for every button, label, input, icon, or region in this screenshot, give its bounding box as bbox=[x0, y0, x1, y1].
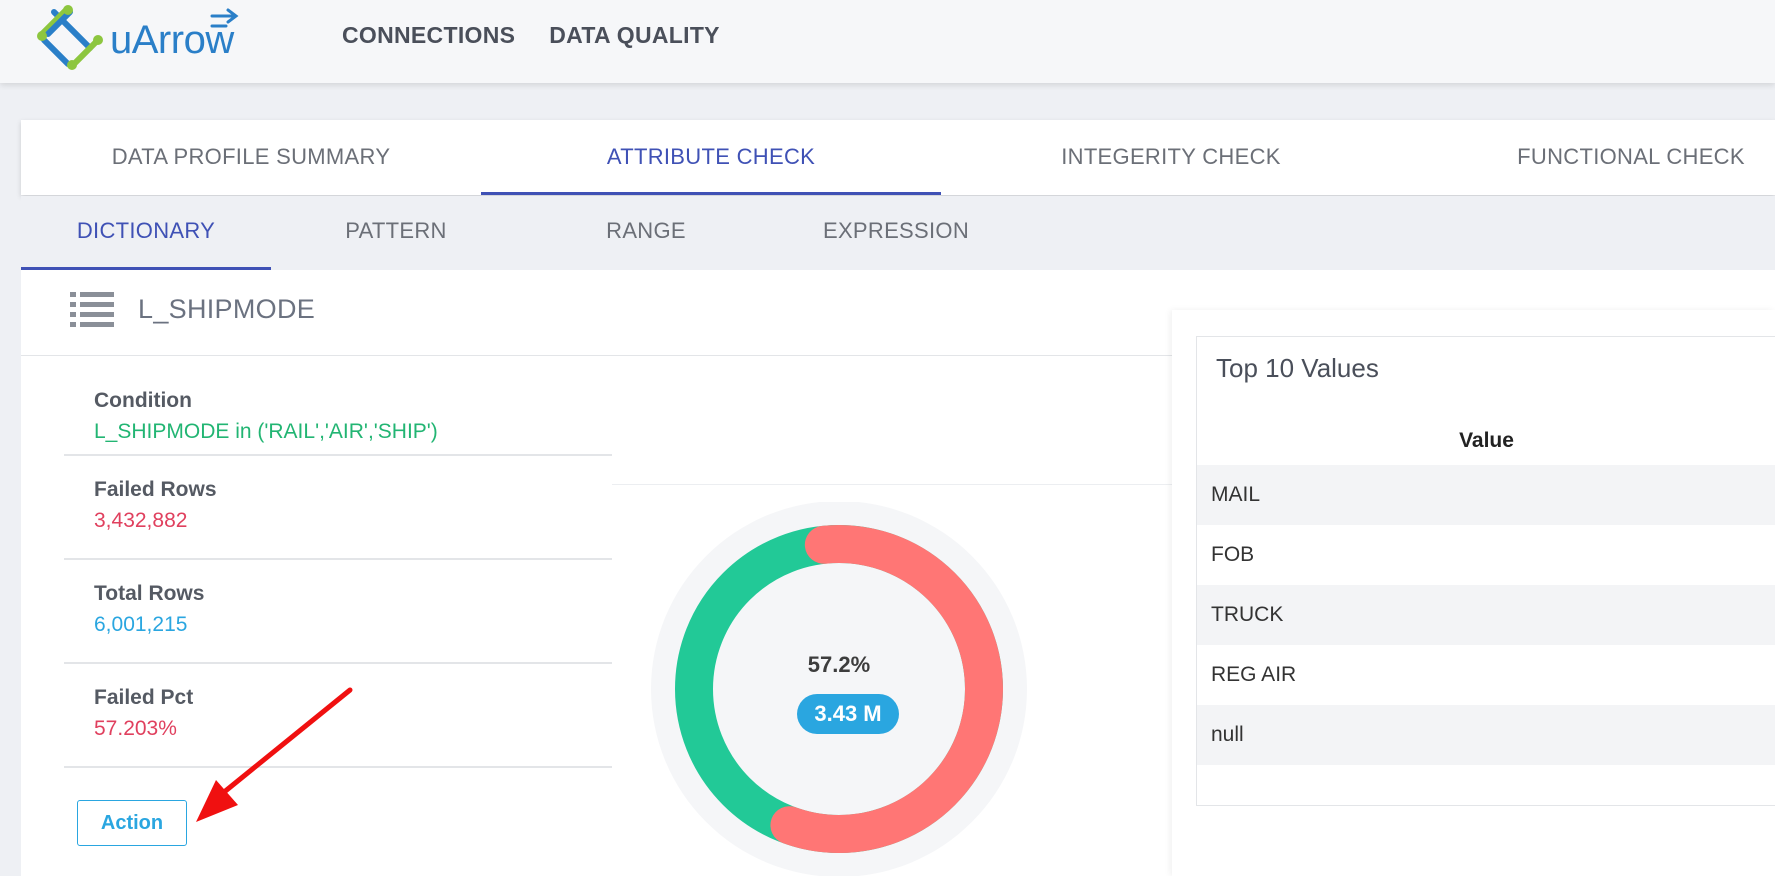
failed-pct-value: 57.203% bbox=[94, 717, 177, 740]
donut-chart bbox=[651, 501, 1027, 876]
donut-center-badge: 3.43 M bbox=[797, 694, 899, 734]
uarrow-logo-icon bbox=[37, 5, 103, 70]
total-rows-item: Total Rows 6,001,215 bbox=[64, 560, 612, 664]
table-row: null bbox=[1197, 705, 1775, 765]
total-rows-value: 6,001,215 bbox=[94, 613, 188, 636]
action-button[interactable]: Action bbox=[77, 800, 187, 846]
tab-integerity-check[interactable]: INTEGERITY CHECK bbox=[1061, 144, 1281, 169]
table-row: FOB bbox=[1211, 543, 1255, 566]
app-logo[interactable]: uArrow bbox=[34, 4, 244, 70]
logo-arrow-icon bbox=[210, 8, 239, 28]
table-row: TRUCK bbox=[1197, 585, 1775, 645]
donut-center-pct: 57.2% bbox=[807, 652, 871, 677]
subtab-range[interactable]: RANGE bbox=[606, 218, 686, 243]
tab-attribute-check[interactable]: ATTRIBUTE CHECK bbox=[481, 120, 941, 195]
table-row: MAIL bbox=[1197, 465, 1775, 525]
condition-value: L_SHIPMODE in ('RAIL','AIR','SHIP') bbox=[94, 420, 438, 443]
value-column-header: Value bbox=[1459, 429, 1514, 452]
failed-rows-label: Failed Rows bbox=[94, 478, 217, 501]
subtab-dictionary[interactable]: DICTIONARY bbox=[21, 196, 271, 270]
top-values-title: Top 10 Values bbox=[1216, 353, 1379, 383]
list-icon bbox=[70, 292, 114, 327]
condition-label: Condition bbox=[94, 389, 192, 412]
failed-pct-donut: 57.2% 3.43 M bbox=[641, 501, 1037, 876]
failed-rows-value: 3,432,882 bbox=[94, 509, 188, 532]
main-tabs: DATA PROFILE SUMMARY ATTRIBUTE CHECK INT… bbox=[21, 120, 1775, 195]
top-values-card: Top 10 Values Value MAIL FOB TRUCK REG A… bbox=[1172, 310, 1775, 876]
failed-pct-label: Failed Pct bbox=[94, 686, 194, 709]
divider bbox=[612, 484, 1172, 485]
sub-tabs: DICTIONARY PATTERN RANGE EXPRESSION bbox=[21, 196, 1775, 270]
attribute-panel: L_SHIPMODE Condition L_SHIPMODE in ('RAI… bbox=[21, 270, 1775, 876]
subtab-pattern[interactable]: PATTERN bbox=[345, 218, 447, 243]
tab-data-profile-summary[interactable]: DATA PROFILE SUMMARY bbox=[111, 144, 391, 169]
nav-connections[interactable]: CONNECTIONS bbox=[342, 22, 516, 48]
condition-item: Condition L_SHIPMODE in ('RAIL','AIR','S… bbox=[64, 356, 612, 456]
top-nav: CONNECTIONS DATA QUALITY bbox=[342, 22, 720, 49]
tab-functional-check[interactable]: FUNCTIONAL CHECK bbox=[1517, 144, 1745, 169]
failed-rows-item: Failed Rows 3,432,882 bbox=[64, 456, 612, 560]
total-rows-label: Total Rows bbox=[94, 582, 205, 605]
panel-header: L_SHIPMODE bbox=[21, 270, 1775, 356]
top-values-table: Top 10 Values Value MAIL FOB TRUCK REG A… bbox=[1196, 336, 1775, 806]
nav-data-quality[interactable]: DATA QUALITY bbox=[549, 22, 720, 48]
attribute-name: L_SHIPMODE bbox=[138, 294, 316, 324]
subtab-expression[interactable]: EXPRESSION bbox=[822, 218, 970, 243]
table-row: REG AIR bbox=[1211, 663, 1297, 686]
failed-pct-item: Failed Pct 57.203% bbox=[64, 664, 612, 768]
top-bar: uArrow CONNECTIONS DATA QUALITY bbox=[0, 0, 1775, 83]
donut-failed-arc bbox=[675, 525, 1003, 853]
